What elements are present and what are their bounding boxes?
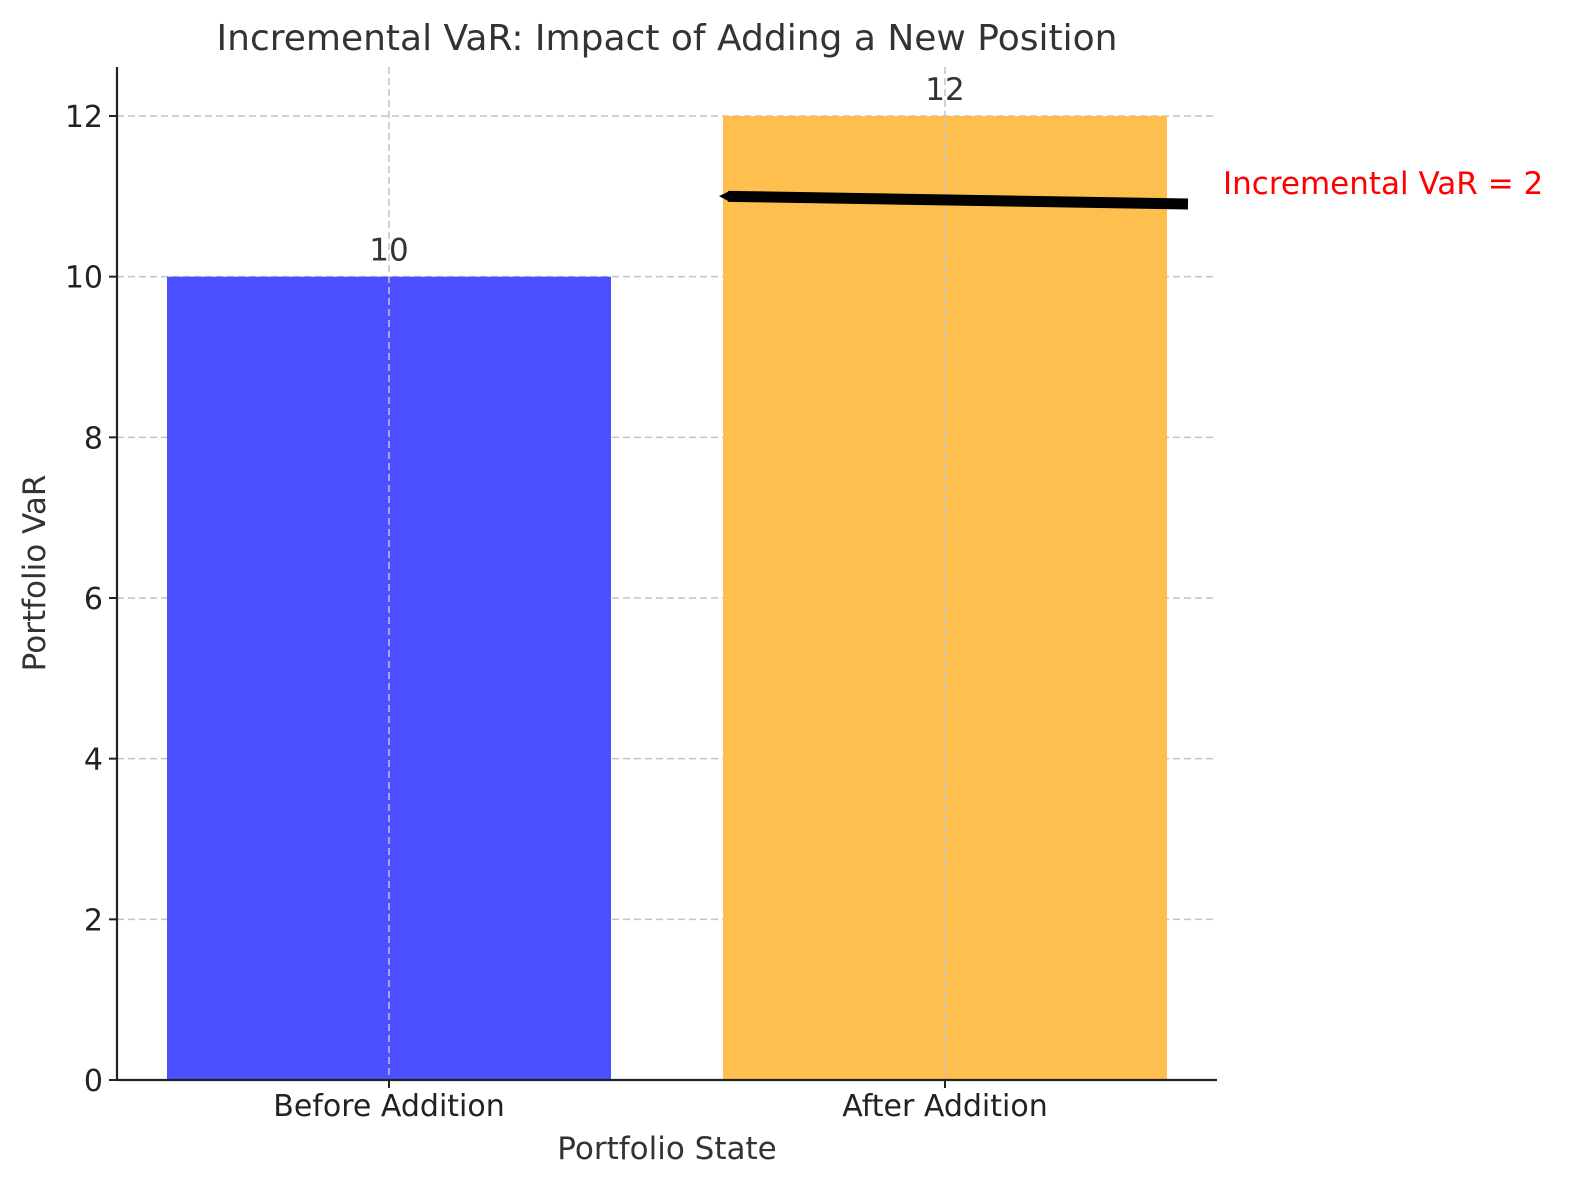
axes xyxy=(115,67,1217,1082)
annotation-text: Incremental VaR = 2 xyxy=(1223,166,1543,202)
y-tick-label: 8 xyxy=(84,421,103,456)
y-tick-label: 4 xyxy=(84,743,103,778)
y-tick-label: 10 xyxy=(65,261,103,296)
data-label: 10 xyxy=(369,233,408,269)
y-tick-label: 12 xyxy=(65,100,103,135)
x-grid-lines xyxy=(388,67,946,1080)
chart-title: Incremental VaR: Impact of Adding a New … xyxy=(217,18,1118,59)
data-label: 12 xyxy=(925,72,964,108)
x-tick-label: Before Addition xyxy=(273,1089,505,1124)
data-labels: 10 12 xyxy=(369,72,964,269)
annotation-arrow xyxy=(719,190,1189,210)
y-tick-label: 0 xyxy=(84,1064,103,1099)
y-axis-label: Portfolio VaR xyxy=(17,475,53,672)
x-ticks: Before Addition After Addition xyxy=(273,1080,1048,1124)
y-tick-label: 6 xyxy=(84,582,103,617)
y-ticks: 0 2 4 6 8 10 12 xyxy=(65,100,117,1099)
y-tick-label: 2 xyxy=(84,903,103,938)
x-axis-label: Portfolio State xyxy=(557,1131,776,1167)
x-tick-label: After Addition xyxy=(842,1089,1047,1124)
